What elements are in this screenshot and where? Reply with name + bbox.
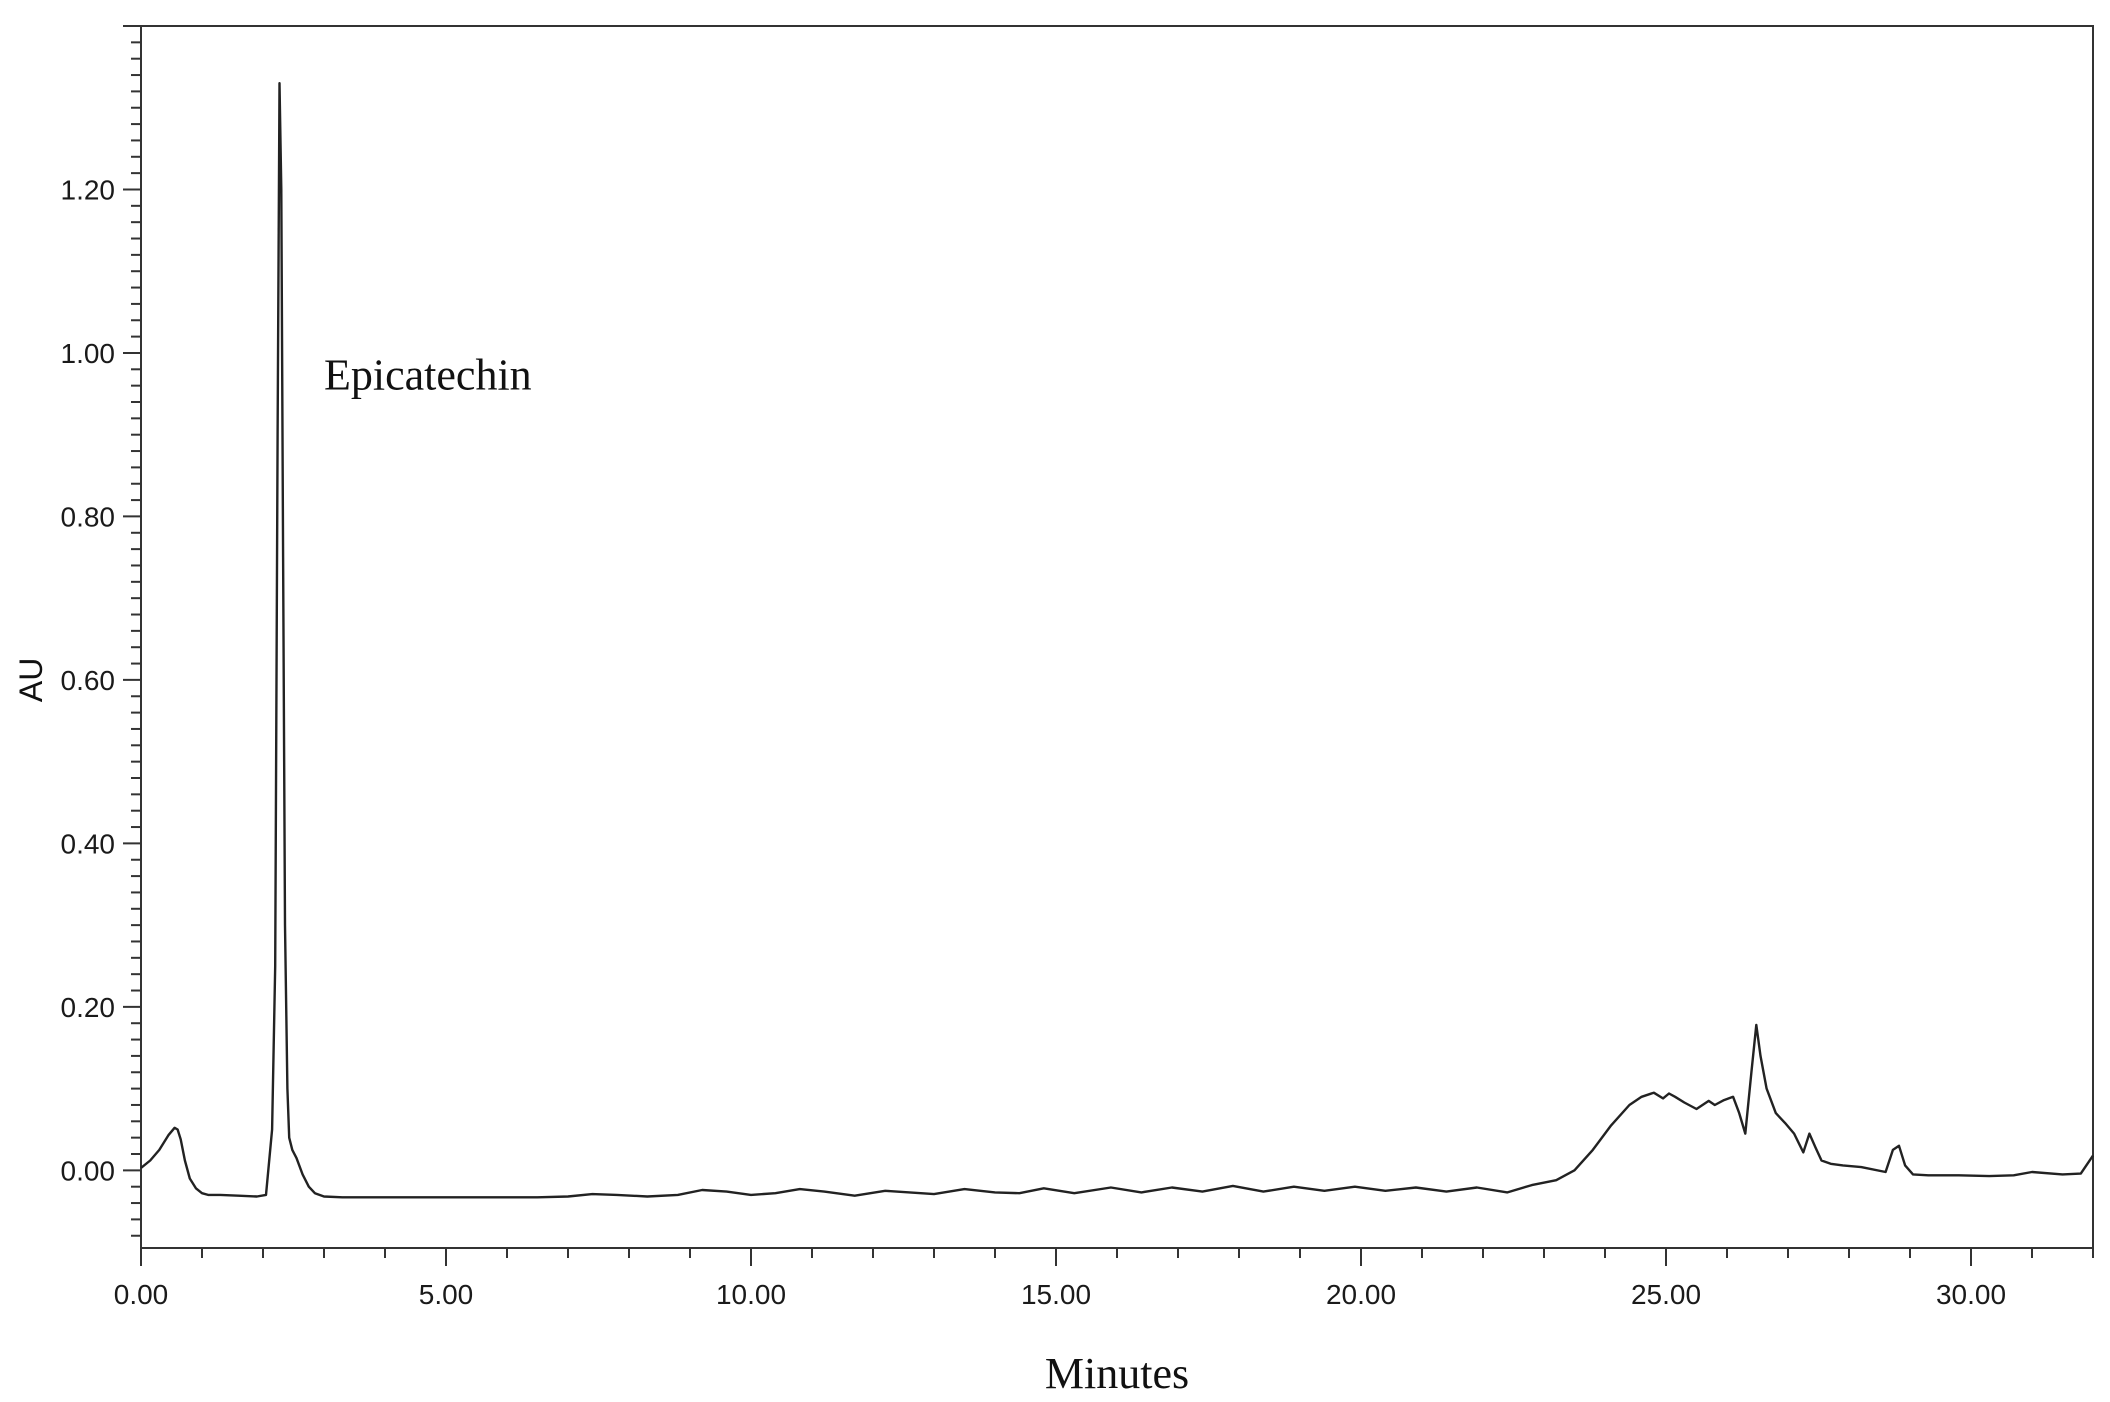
x-axis-title: Minutes [1045, 1349, 1189, 1398]
y-tick-label: 1.20 [61, 174, 116, 205]
y-tick-label: 0.80 [61, 501, 116, 532]
plot-border [140, 25, 2094, 1249]
x-tick-label: 0.00 [114, 1279, 169, 1310]
annotation-layer: Epicatechin [324, 351, 532, 400]
y-tick-label: 0.20 [61, 992, 116, 1023]
y-tick-label: 0.00 [61, 1155, 116, 1186]
x-tick-label: 15.00 [1021, 1279, 1091, 1310]
y-axis: 0.00 0.20 0.40 0.60 0.80 1.00 1.20 [61, 25, 141, 1237]
x-tick-label: 10.00 [716, 1279, 786, 1310]
y-tick-label: 1.00 [61, 338, 116, 369]
chromatogram-trace [140, 82, 2094, 1199]
x-tick-label: 5.00 [419, 1279, 474, 1310]
x-tick-label: 25.00 [1631, 1279, 1701, 1310]
y-tick-label: 0.40 [61, 828, 116, 859]
x-tick-label: 30.00 [1936, 1279, 2006, 1310]
x-axis: 0.00 5.00 10.00 15.00 20.00 25.00 30.00 [114, 1248, 2094, 1310]
y-tick-label: 0.60 [61, 665, 116, 696]
y-axis-title: AU [13, 658, 49, 702]
plot-frame [140, 25, 2094, 1249]
series-layer [140, 82, 2094, 1199]
x-tick-label: 20.00 [1326, 1279, 1396, 1310]
peak-annotation: Epicatechin [324, 351, 532, 400]
